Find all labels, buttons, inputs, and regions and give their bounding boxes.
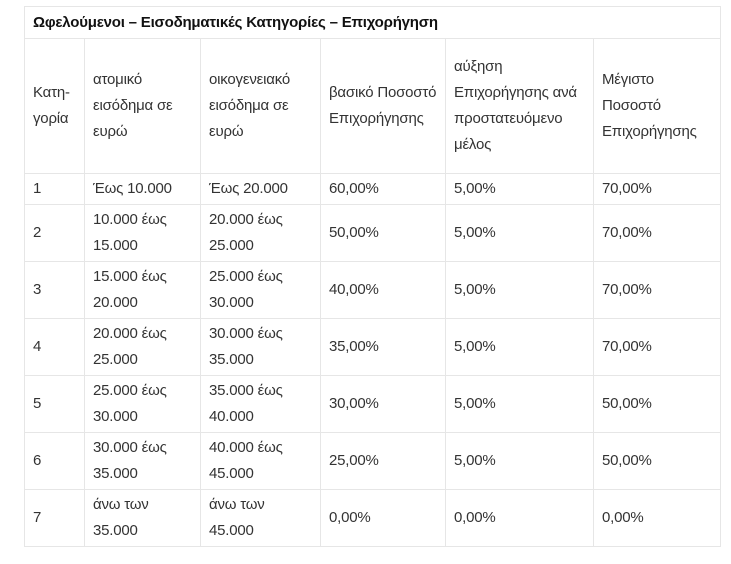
cell-base-rate: 30,00% bbox=[320, 375, 446, 433]
cell-category: 3 bbox=[24, 261, 85, 319]
cell-base-rate: 50,00% bbox=[320, 204, 446, 262]
header-individual-income: ατομικό εισόδημα σε ευρώ bbox=[84, 38, 201, 174]
cell-category: 6 bbox=[24, 432, 85, 490]
cell-max-rate: 50,00% bbox=[592, 375, 722, 433]
cell-increase-per-member: 5,00% bbox=[445, 375, 594, 433]
cell-base-rate: 35,00% bbox=[320, 318, 446, 376]
table-header-row: Κατη-γορία ατομικό εισόδημα σε ευρώ οικο… bbox=[24, 38, 722, 174]
header-max-rate: Μέγιστο Ποσοστό Επιχορήγησης bbox=[592, 38, 722, 174]
cell-family-income: άνω των 45.000 bbox=[200, 489, 321, 547]
cell-max-rate: 70,00% bbox=[592, 261, 722, 319]
cell-family-income: Έως 20.000 bbox=[200, 173, 321, 205]
cell-max-rate: 70,00% bbox=[592, 204, 722, 262]
cell-base-rate: 0,00% bbox=[320, 489, 446, 547]
table-row: 3 15.000 έως 20.000 25.000 έως 30.000 40… bbox=[24, 261, 722, 319]
cell-increase-per-member: 5,00% bbox=[445, 261, 594, 319]
cell-category: 2 bbox=[24, 204, 85, 262]
header-base-rate: βασικό Ποσοστό Επιχορήγησης bbox=[320, 38, 446, 174]
cell-category: 4 bbox=[24, 318, 85, 376]
cell-family-income: 30.000 έως 35.000 bbox=[200, 318, 321, 376]
cell-increase-per-member: 0,00% bbox=[445, 489, 594, 547]
cell-increase-per-member: 5,00% bbox=[445, 204, 594, 262]
subsidy-table-container: Ωφελούμενοι – Εισοδηματικές Κατηγορίες –… bbox=[23, 6, 722, 547]
cell-category: 7 bbox=[24, 489, 85, 547]
cell-family-income: 25.000 έως 30.000 bbox=[200, 261, 321, 319]
header-family-income: οικογενειακό εισόδημα σε ευρώ bbox=[200, 38, 321, 174]
cell-max-rate: 70,00% bbox=[592, 173, 722, 205]
cell-category: 1 bbox=[24, 173, 85, 205]
cell-category: 5 bbox=[24, 375, 85, 433]
income-categories-subsidy-table: Ωφελούμενοι – Εισοδηματικές Κατηγορίες –… bbox=[23, 6, 722, 547]
cell-individual-income: άνω των 35.000 bbox=[84, 489, 201, 547]
cell-max-rate: 0,00% bbox=[592, 489, 722, 547]
table-title: Ωφελούμενοι – Εισοδηματικές Κατηγορίες –… bbox=[23, 6, 722, 39]
cell-increase-per-member: 5,00% bbox=[445, 173, 594, 205]
cell-family-income: 35.000 έως 40.000 bbox=[200, 375, 321, 433]
table-row: 1 Έως 10.000 Έως 20.000 60,00% 5,00% 70,… bbox=[24, 173, 722, 205]
cell-family-income: 20.000 έως 25.000 bbox=[200, 204, 321, 262]
cell-increase-per-member: 5,00% bbox=[445, 432, 594, 490]
cell-base-rate: 25,00% bbox=[320, 432, 446, 490]
cell-family-income: 40.000 έως 45.000 bbox=[200, 432, 321, 490]
table-row: 5 25.000 έως 30.000 35.000 έως 40.000 30… bbox=[24, 375, 722, 433]
cell-individual-income: 30.000 έως 35.000 bbox=[84, 432, 201, 490]
cell-individual-income: 20.000 έως 25.000 bbox=[84, 318, 201, 376]
cell-individual-income: 25.000 έως 30.000 bbox=[84, 375, 201, 433]
cell-individual-income: 10.000 έως 15.000 bbox=[84, 204, 201, 262]
header-increase-per-member: αύξηση Επιχορήγησης ανά προστατευόμενο μ… bbox=[445, 38, 594, 174]
cell-individual-income: 15.000 έως 20.000 bbox=[84, 261, 201, 319]
header-category: Κατη-γορία bbox=[24, 38, 85, 174]
cell-max-rate: 70,00% bbox=[592, 318, 722, 376]
cell-base-rate: 60,00% bbox=[320, 173, 446, 205]
cell-max-rate: 50,00% bbox=[592, 432, 722, 490]
table-row: 4 20.000 έως 25.000 30.000 έως 35.000 35… bbox=[24, 318, 722, 376]
cell-base-rate: 40,00% bbox=[320, 261, 446, 319]
table-title-row: Ωφελούμενοι – Εισοδηματικές Κατηγορίες –… bbox=[23, 6, 722, 39]
cell-individual-income: Έως 10.000 bbox=[84, 173, 201, 205]
table-row: 2 10.000 έως 15.000 20.000 έως 25.000 50… bbox=[24, 204, 722, 262]
table-row: 7 άνω των 35.000 άνω των 45.000 0,00% 0,… bbox=[24, 489, 722, 547]
cell-increase-per-member: 5,00% bbox=[445, 318, 594, 376]
table-row: 6 30.000 έως 35.000 40.000 έως 45.000 25… bbox=[24, 432, 722, 490]
